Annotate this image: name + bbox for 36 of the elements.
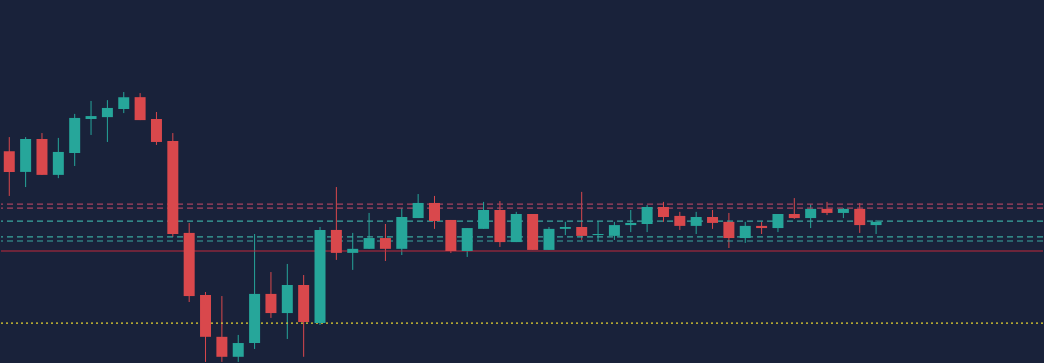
candlestick [101,99,113,143]
candlestick [707,209,719,230]
candlestick [429,195,440,230]
candlestick [478,201,490,230]
candlestick [232,334,244,363]
candlestick [134,92,146,121]
candlestick [412,193,424,219]
candlestick [641,204,653,233]
candlestick [674,211,686,231]
candlestick [805,203,817,229]
candlestick [772,213,784,233]
candlestick [788,197,800,220]
candlestick [608,221,620,241]
candlestick [854,202,866,234]
candlestick [3,136,15,197]
candlestick [52,137,64,179]
candlestick [330,186,342,261]
candlestick [592,220,604,242]
candlestick [723,212,735,249]
candlestick [265,271,277,319]
candlestick [625,209,637,233]
candlestick [690,211,702,235]
candlestick [150,111,162,146]
candlestick [379,223,391,262]
candlestick [216,295,228,363]
candlestick [118,91,130,114]
candlestick [461,227,473,258]
candlestick [363,212,375,250]
candlestick [821,201,833,216]
candlestick [543,226,555,251]
candlestick [576,191,588,241]
candlestick [657,201,669,223]
candlestick [870,219,882,235]
candlestick [347,232,359,271]
candlestick [739,221,751,244]
candlestick [85,100,97,136]
